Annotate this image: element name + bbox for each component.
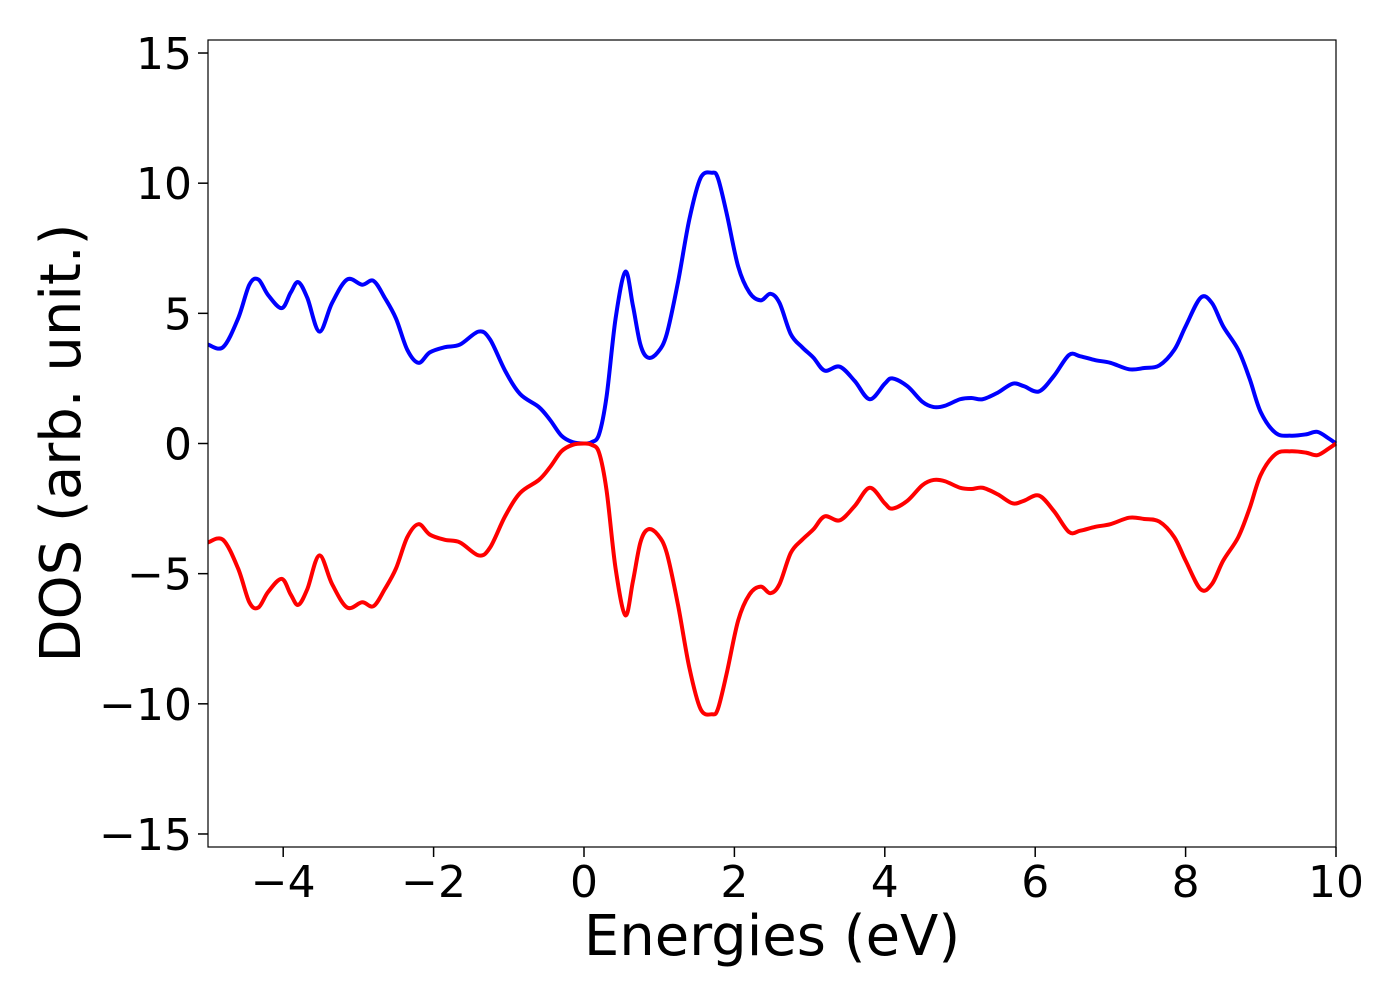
- y-tick-label: −5: [127, 550, 192, 601]
- y-tick-label: 0: [164, 420, 192, 471]
- x-axis-label: Energies (eV): [584, 904, 960, 969]
- y-tick-label: 10: [136, 159, 192, 210]
- y-tick-label: 5: [164, 289, 192, 340]
- y-tick-label: −10: [99, 680, 192, 731]
- x-tick-label: 8: [1172, 857, 1200, 908]
- plot-lines: [207, 170, 1338, 717]
- x-axis: −4 −2 0 2 4 6 8 10: [251, 847, 1364, 908]
- plot-frame: [207, 39, 1337, 848]
- y-axis: −15 −10 −5 0 5 10 15: [99, 29, 208, 861]
- y-axis-label: DOS (arb. unit.): [29, 223, 94, 662]
- x-tick-label: 10: [1308, 857, 1364, 908]
- series-line-1: [207, 441, 1338, 717]
- x-tick-label: −4: [251, 857, 316, 908]
- x-tick-label: 2: [720, 857, 748, 908]
- y-tick-label: −15: [99, 810, 192, 861]
- y-tick-label: 15: [136, 29, 192, 80]
- x-tick-label: −2: [401, 857, 466, 908]
- x-tick-label: 4: [871, 857, 899, 908]
- x-tick-label: 0: [570, 857, 598, 908]
- series-line-0: [207, 170, 1338, 446]
- x-tick-label: 6: [1021, 857, 1049, 908]
